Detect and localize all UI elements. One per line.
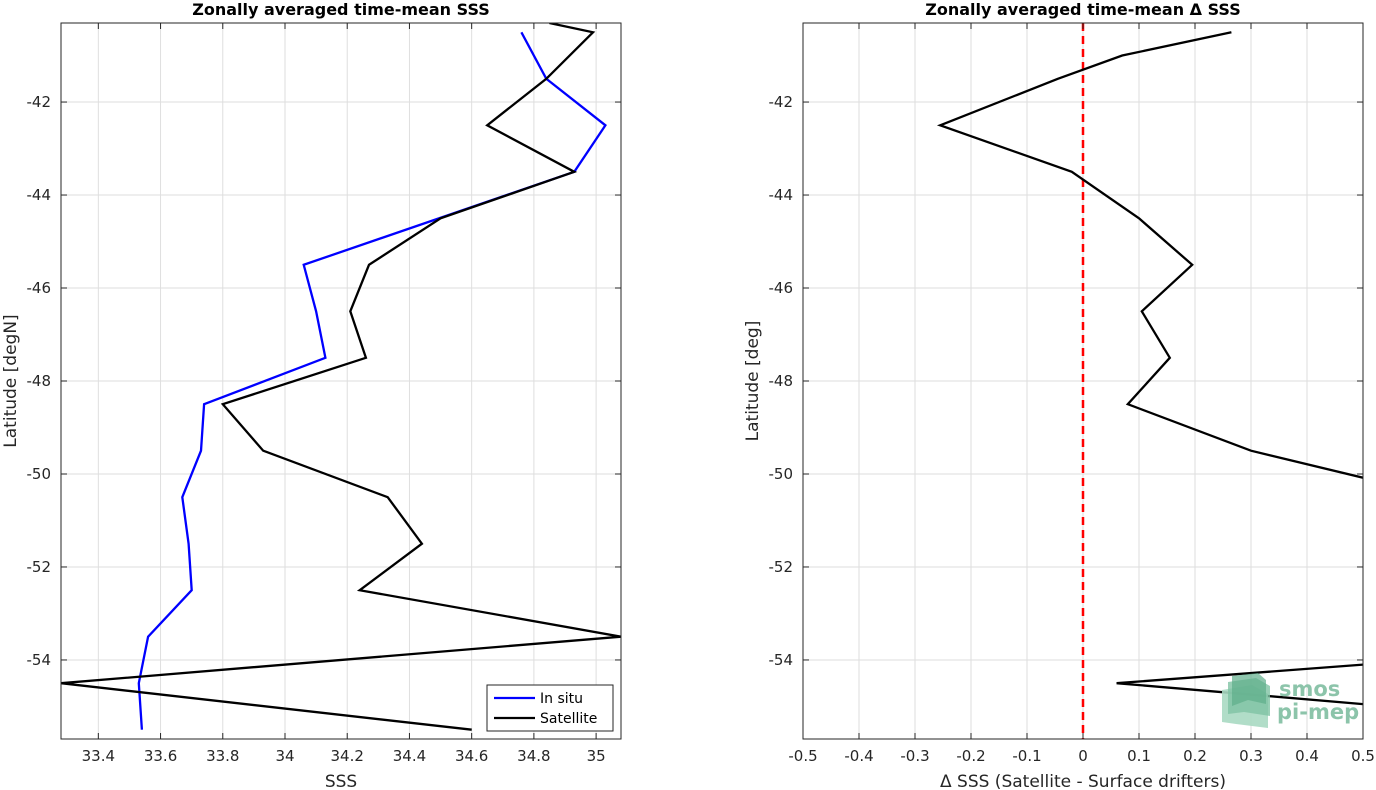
- x-axis-label: Δ SSS (Satellite - Surface drifters): [940, 772, 1226, 790]
- x-tick-label: 33.8: [206, 747, 239, 765]
- chart-title: Zonally averaged time-mean SSS: [192, 0, 490, 19]
- y-tick-label: -44: [27, 186, 52, 204]
- x-tick-label: 34.4: [393, 747, 426, 765]
- series-line-segment-2: [1116, 663, 1363, 706]
- y-axis-label: Latitude [degN]: [1, 314, 21, 447]
- x-tick-label: 33.4: [82, 747, 115, 765]
- x-tick-label: 0.5: [1351, 747, 1375, 765]
- x-tick-label: 0: [1078, 747, 1088, 765]
- y-tick-label: -52: [27, 558, 52, 576]
- series-line-satellite: [61, 23, 621, 731]
- x-tick-label: 34.6: [455, 747, 488, 765]
- right-panel-delta-sss: -0.5 -0.4 -0.3 -0.2 -0.1 0 0.1 0.2 0.3 0.4 0.5 -42 -…: [743, 0, 1375, 790]
- legend-label-in-situ: In situ: [540, 691, 583, 707]
- y-tick-label: -50: [769, 465, 794, 483]
- smos-pi-mep-logo: smos pi-mep: [1222, 673, 1359, 728]
- y-axis-label: Latitude [deg]: [743, 321, 763, 442]
- y-tick-label: -50: [27, 465, 52, 483]
- legend-box: [486, 684, 614, 732]
- y-tick-label: -46: [27, 279, 52, 297]
- y-tick-label: -42: [769, 93, 794, 111]
- logo-text-line1: smos: [1279, 677, 1340, 701]
- y-tick-label: -44: [769, 186, 794, 204]
- legend-label-satellite: Satellite: [540, 711, 597, 727]
- logo-text-line2: pi-mep: [1277, 700, 1359, 724]
- x-tick-label: 34: [275, 747, 294, 765]
- x-tick-label: -0.5: [788, 747, 817, 765]
- y-tick-label: -52: [769, 558, 794, 576]
- y-tick-label: -48: [27, 372, 52, 390]
- x-tick-label: -0.4: [844, 747, 873, 765]
- legend: In situ Satellite: [486, 684, 614, 732]
- x-tick-label: 33.6: [144, 747, 177, 765]
- x-axis-label: SSS: [325, 772, 357, 790]
- y-tick-label: -42: [27, 93, 52, 111]
- y-tick-label: -46: [769, 279, 794, 297]
- x-tick-label: 0.3: [1239, 747, 1263, 765]
- x-tick-label: 0.2: [1183, 747, 1207, 765]
- x-tick-label: 0.1: [1127, 747, 1151, 765]
- x-tick-label: 34.8: [517, 747, 550, 765]
- x-tick-label: 35: [587, 747, 606, 765]
- x-tick-label: -0.2: [956, 747, 985, 765]
- x-tick-label: -0.3: [900, 747, 929, 765]
- left-panel-sss: 33.4 33.6 33.8 34 34.2 34.4 34.6 34.8 35 -42 -44 -4…: [1, 0, 622, 790]
- y-tick-label: -54: [769, 651, 794, 669]
- logo-mark-icon: [1222, 673, 1270, 728]
- y-tick-label: -54: [27, 651, 52, 669]
- series-line-segment-1: [936, 31, 1363, 479]
- x-tick-label: 34.2: [331, 747, 364, 765]
- y-tick-label: -48: [769, 372, 794, 390]
- series-line-in-situ: [137, 31, 607, 730]
- x-tick-label: -0.1: [1012, 747, 1041, 765]
- chart-title: Zonally averaged time-mean Δ SSS: [925, 0, 1241, 19]
- x-tick-label: 0.4: [1295, 747, 1319, 765]
